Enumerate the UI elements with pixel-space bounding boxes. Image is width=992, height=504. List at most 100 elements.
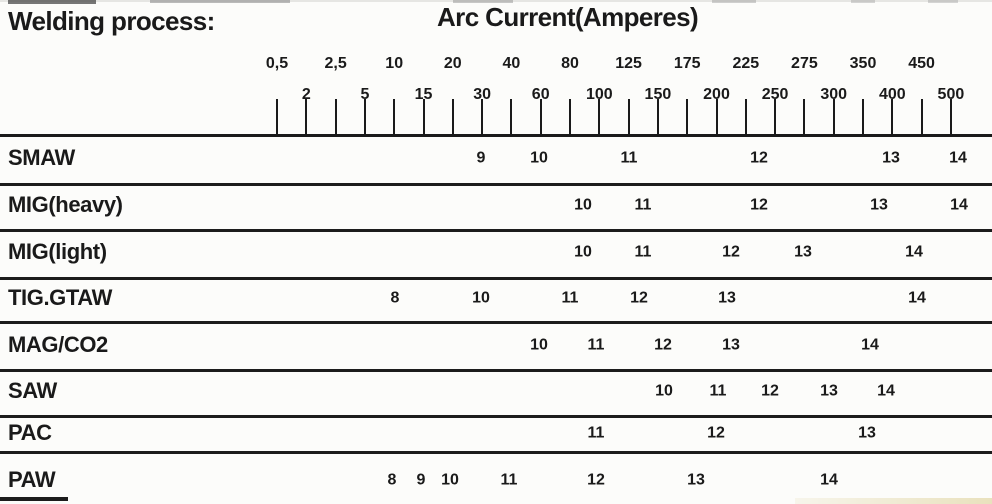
shade-number: 10 — [655, 382, 673, 400]
scale-tick-label: 100 — [585, 86, 613, 103]
process-label-pac: PAC — [8, 419, 52, 445]
process-label-tig-gtaw: TIG.GTAW — [8, 284, 112, 310]
scale-tick — [715, 99, 718, 134]
scale-tick — [305, 99, 308, 134]
scale-tick-label: 250 — [761, 86, 789, 103]
process-label-mig-heavy-: MIG(heavy) — [8, 191, 123, 217]
scale-tick-label: 60 — [531, 86, 550, 103]
scale-tick — [627, 99, 630, 134]
scale-tick — [569, 99, 571, 134]
row-separator — [0, 369, 992, 372]
scan-artifact — [8, 0, 96, 4]
shade-number: 14 — [908, 289, 926, 307]
scale-tick-label: 2 — [301, 86, 311, 103]
scale-tick-label: 15 — [414, 86, 433, 103]
bottom-border-segment — [0, 497, 68, 501]
shade-number: 12 — [654, 336, 672, 354]
scale-tick — [686, 99, 689, 134]
scan-artifact — [453, 0, 513, 3]
scale-tick — [276, 99, 278, 134]
shade-number: 12 — [707, 424, 725, 442]
scale-tick-label: 225 — [732, 55, 760, 72]
scale-tick — [481, 99, 484, 134]
shade-number: 11 — [587, 424, 605, 442]
shade-number: 13 — [870, 196, 888, 214]
scale-tick — [451, 99, 454, 134]
arc-current-title: Arc Current(Amperes) — [437, 2, 699, 32]
shade-number: 13 — [858, 424, 876, 442]
scan-artifact — [150, 0, 290, 3]
row-separator — [0, 321, 992, 324]
scale-tick-label: 0,5 — [265, 55, 289, 72]
shade-number: 8 — [390, 289, 400, 307]
shade-number: 14 — [877, 382, 895, 400]
scale-tick — [510, 99, 513, 134]
scale-tick — [949, 99, 952, 134]
scale-tick — [539, 99, 542, 134]
shade-number: 14 — [949, 149, 967, 167]
row-separator — [0, 451, 992, 454]
row-separator — [0, 415, 992, 418]
scale-tick-label: 275 — [791, 55, 818, 72]
scale-tick — [422, 99, 425, 134]
scale-tick-label: 5 — [360, 86, 370, 103]
row-separator — [0, 229, 992, 232]
scale-tick — [891, 99, 894, 134]
shade-number: 14 — [861, 336, 879, 354]
scale-tick — [334, 99, 337, 134]
scale-tick — [393, 99, 396, 134]
shade-number: 11 — [620, 149, 638, 167]
scale-tick — [363, 99, 366, 134]
scan-artifact — [712, 0, 756, 3]
scale-tick — [744, 99, 747, 134]
scale-tick-label: 40 — [502, 55, 521, 72]
scale-tick — [832, 99, 835, 134]
shade-number: 8 — [387, 471, 397, 489]
process-label-paw: PAW — [8, 466, 56, 492]
shade-number: 14 — [950, 196, 968, 214]
scale-tick-label: 30 — [473, 86, 491, 103]
shade-number: 11 — [634, 196, 652, 214]
scale-baseline — [0, 134, 992, 137]
process-label-mig-light-: MIG(light) — [8, 238, 107, 264]
shade-number: 13 — [794, 243, 812, 261]
scale-tick-label: 125 — [615, 55, 642, 72]
shade-number: 10 — [574, 243, 592, 261]
scale-tick — [920, 99, 923, 134]
shade-number: 12 — [722, 243, 740, 261]
scan-bottom-strip — [795, 498, 992, 504]
scale-tick-label: 80 — [561, 55, 579, 72]
scale-tick-label: 175 — [673, 55, 701, 72]
shade-number: 10 — [530, 149, 548, 167]
shade-number: 13 — [882, 149, 900, 167]
scale-tick-label: 300 — [820, 86, 848, 103]
scale-tick — [803, 99, 806, 134]
process-label-smaw: SMAW — [8, 144, 75, 170]
shade-number: 10 — [530, 336, 548, 354]
scale-tick-label: 10 — [385, 55, 404, 72]
process-label-saw: SAW — [8, 377, 57, 403]
shade-number: 11 — [500, 471, 518, 489]
scan-artifact — [928, 0, 958, 3]
shade-number: 9 — [476, 149, 486, 167]
row-separator — [0, 183, 992, 186]
shade-number: 11 — [587, 336, 605, 354]
row-separator — [0, 277, 992, 280]
scale-tick-label: 500 — [937, 86, 965, 103]
scale-tick-label: 20 — [443, 55, 462, 72]
scale-tick — [656, 99, 659, 134]
shade-number: 14 — [905, 243, 923, 261]
scale-tick-label: 400 — [878, 86, 906, 103]
scale-tick-label: 350 — [849, 55, 877, 72]
shade-number: 10 — [441, 471, 459, 489]
shade-number: 12 — [750, 149, 768, 167]
scale-tick-label: 450 — [908, 55, 935, 72]
scale-tick — [862, 99, 864, 134]
scan-artifact — [851, 0, 875, 3]
scale-tick — [598, 99, 601, 134]
shade-number: 11 — [634, 243, 652, 261]
shade-number: 11 — [561, 289, 579, 307]
scale-tick-label: 150 — [644, 86, 672, 103]
scale-tick — [774, 99, 777, 134]
